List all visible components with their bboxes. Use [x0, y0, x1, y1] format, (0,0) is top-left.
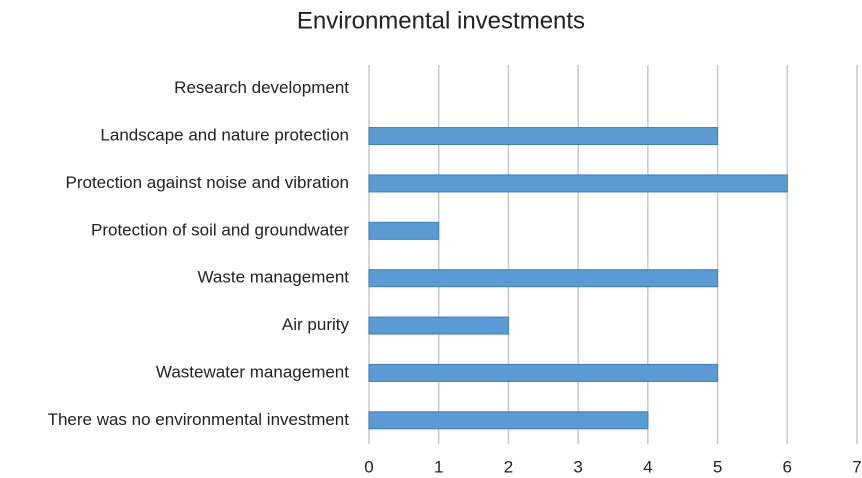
bar — [368, 269, 719, 288]
y-tick-label: Waste management — [198, 268, 350, 287]
bar — [368, 127, 719, 146]
y-tick-label: Protection against noise and vibration — [65, 173, 349, 192]
bar — [368, 174, 788, 193]
bar — [368, 363, 719, 382]
x-tick-label: 7 — [852, 457, 861, 476]
y-tick-label: There was no environmental investment — [48, 410, 350, 429]
bar — [368, 316, 509, 335]
bar — [368, 411, 649, 430]
x-tick-label: 3 — [573, 457, 582, 476]
x-tick-label: 4 — [643, 457, 652, 476]
chart-title: Environmental investments — [297, 7, 585, 34]
y-tick-label: Research development — [174, 78, 349, 97]
bar — [368, 221, 440, 240]
y-tick-label: Wastewater management — [156, 362, 349, 381]
y-tick-label: Landscape and nature protection — [100, 126, 349, 145]
x-tick-label: 5 — [713, 457, 722, 476]
y-tick-label: Protection of soil and groundwater — [91, 220, 349, 239]
x-tick-label: 2 — [504, 457, 513, 476]
x-tick-label: 1 — [434, 457, 443, 476]
x-tick-label: 0 — [364, 457, 373, 476]
x-tick-label: 6 — [783, 457, 792, 476]
y-tick-label: Air purity — [282, 315, 350, 334]
